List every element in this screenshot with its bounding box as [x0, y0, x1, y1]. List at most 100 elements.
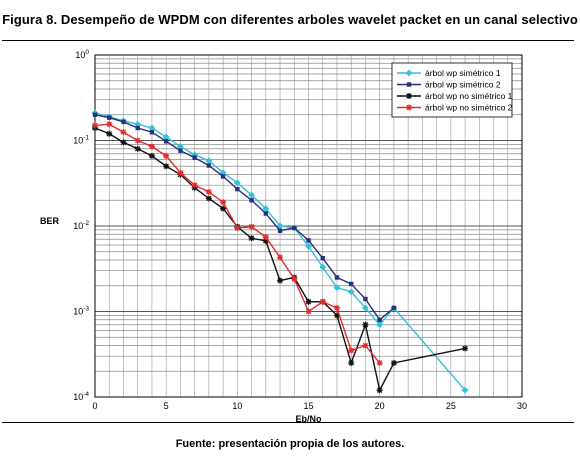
axes: 0 5 10 15 20 25 30 100 10-1 10-2 10-3 10-4 Eb/No BER: [40, 49, 527, 424]
data-point: [262, 237, 269, 244]
data-point: [376, 359, 383, 366]
data-point: [305, 298, 312, 305]
data-point: [148, 152, 155, 159]
data-point: [262, 234, 269, 241]
data-point: [406, 93, 412, 99]
plot-border: [94, 54, 523, 398]
series-layer: [91, 109, 469, 394]
legend-item: árbol wp simétrico 2: [397, 80, 501, 90]
data-point: [220, 205, 227, 212]
data-point: [191, 182, 198, 189]
data-point: [106, 130, 113, 137]
data-point: [306, 238, 311, 243]
x-tick-label: 30: [517, 401, 527, 411]
data-point: [349, 281, 354, 287]
data-point: [292, 225, 297, 231]
y-tick-label: 10-4: [73, 391, 89, 402]
data-point: [134, 145, 141, 152]
data-point: [277, 277, 284, 284]
data-point: [333, 284, 341, 292]
y-tick-label: 100: [75, 49, 89, 60]
series-2: [92, 112, 397, 322]
data-point: [92, 112, 98, 117]
legend: árbol wp simétrico 1 árbol wp simétrico 2…: [391, 62, 513, 118]
y-tick-label: 10-1: [73, 135, 89, 146]
data-point: [235, 186, 240, 192]
data-point: [178, 148, 183, 153]
data-point: [220, 174, 226, 179]
data-point: [107, 115, 112, 120]
data-point: [177, 169, 184, 176]
data-point: [106, 121, 113, 128]
data-point: [348, 347, 355, 354]
legend-item: árbol wp no simétrico 1: [397, 91, 513, 101]
data-point: [205, 195, 212, 202]
figure-source: Fuente: presentación propia de los autor…: [175, 438, 405, 450]
data-point: [163, 139, 169, 144]
data-point: [362, 321, 369, 328]
x-tick-label: 25: [446, 401, 456, 411]
data-point: [163, 152, 170, 159]
data-point: [305, 242, 312, 250]
legend-label: árbol wp no simétrico 2: [425, 103, 513, 113]
y-tick-label: 10-3: [73, 306, 89, 317]
series-4: [92, 121, 383, 366]
data-point: [277, 254, 284, 261]
data-point: [205, 188, 212, 195]
data-point: [135, 125, 140, 131]
data-point: [220, 199, 227, 206]
data-point: [461, 386, 469, 394]
data-point: [92, 122, 98, 129]
data-point: [319, 263, 327, 271]
data-point: [121, 119, 126, 125]
data-point: [120, 129, 127, 136]
x-tick-label: 15: [303, 401, 313, 411]
data-point: [391, 305, 397, 311]
x-tick-label: 0: [92, 401, 97, 411]
data-point: [406, 82, 412, 87]
data-point: [319, 298, 326, 305]
data-point: [148, 143, 155, 150]
y-tick-label: 10-2: [73, 220, 89, 231]
legend-label: árbol wp simétrico 2: [425, 80, 501, 90]
data-point: [362, 342, 369, 349]
x-tick-label: 10: [232, 401, 242, 411]
data-point: [120, 139, 127, 146]
data-point: [376, 387, 383, 394]
data-point: [377, 317, 382, 322]
data-point: [149, 130, 155, 135]
data-point: [333, 312, 340, 319]
legend-item: árbol wp simétrico 1: [397, 68, 501, 78]
data-point: [376, 321, 384, 329]
x-tick-label: 5: [164, 401, 169, 411]
data-point: [348, 359, 355, 366]
data-point: [406, 104, 412, 111]
figure-title: Figura 8. Desempeño de WPDM con diferent…: [2, 12, 578, 27]
data-point: [234, 224, 241, 231]
data-point: [305, 308, 312, 315]
y-axis-label: BER: [40, 216, 60, 226]
x-axis-label: Eb/No: [296, 414, 323, 424]
data-point: [249, 198, 254, 203]
legend-label: árbol wp simétrico 1: [425, 68, 501, 78]
data-point: [363, 296, 368, 302]
data-point: [347, 288, 355, 296]
legend-item: árbol wp no simétrico 2: [397, 103, 513, 113]
data-point: [462, 345, 469, 352]
data-point: [163, 163, 170, 170]
legend-label: árbol wp no simétrico 1: [425, 91, 513, 101]
data-point: [362, 304, 369, 312]
data-point: [134, 137, 141, 144]
series-line: [94, 114, 395, 321]
series-3: [92, 125, 469, 394]
x-tick-label: 20: [375, 401, 385, 411]
data-point: [334, 275, 340, 280]
data-point: [233, 179, 241, 187]
data-point: [277, 228, 283, 233]
data-point: [291, 275, 298, 282]
data-point: [248, 235, 255, 242]
data-point: [405, 69, 413, 77]
data-point: [248, 223, 255, 230]
data-point: [320, 256, 325, 261]
